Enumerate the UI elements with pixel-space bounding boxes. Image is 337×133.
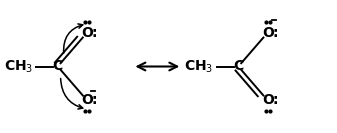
Text: O: O [81,26,93,40]
Text: :: : [91,26,97,40]
FancyArrowPatch shape [61,78,83,109]
Text: :: : [272,26,277,40]
Text: O: O [81,93,93,107]
Text: O: O [262,93,274,107]
Text: C: C [233,59,243,74]
Text: C: C [52,59,62,74]
Text: CH$_3$: CH$_3$ [3,58,33,75]
FancyArrowPatch shape [64,24,83,53]
Text: CH$_3$: CH$_3$ [184,58,213,75]
Text: O: O [262,26,274,40]
Text: :: : [91,93,97,107]
Text: :: : [272,93,277,107]
